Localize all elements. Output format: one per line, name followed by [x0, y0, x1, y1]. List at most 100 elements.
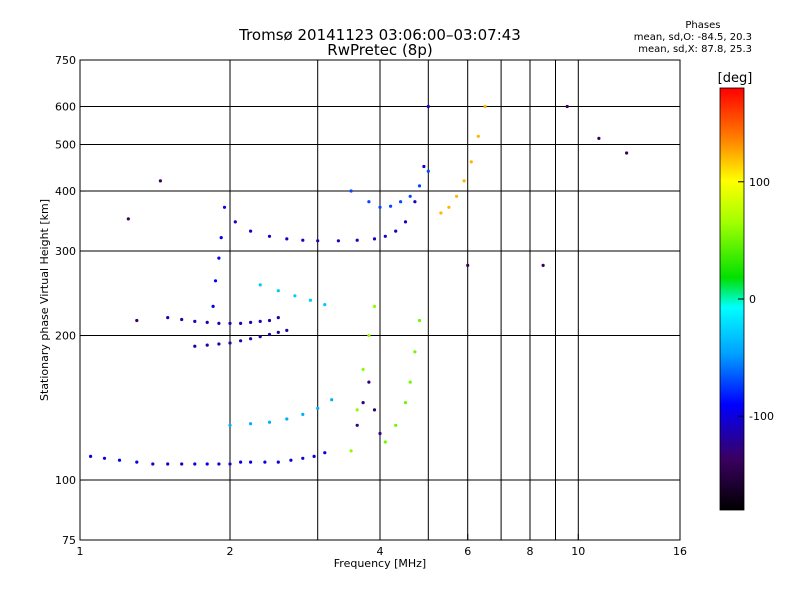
colorbar: [deg] 100 0 -100 — [718, 71, 774, 511]
y-axis-label: Stationary phase Virtual Height [km] — [38, 199, 51, 401]
data-point — [383, 234, 387, 238]
data-point — [249, 422, 253, 426]
data-point — [301, 456, 305, 460]
data-point — [135, 460, 139, 464]
data-point — [301, 238, 305, 242]
y-tick-label: 200 — [55, 330, 76, 343]
data-point — [213, 279, 218, 283]
data-point — [228, 341, 232, 345]
data-point — [249, 460, 253, 464]
data-point — [219, 236, 223, 240]
data-point — [205, 320, 209, 324]
data-point — [378, 205, 382, 209]
data-point — [408, 380, 412, 384]
x-axis-label: Frequency [MHz] — [334, 557, 426, 570]
data-point — [267, 318, 272, 323]
data-point — [239, 460, 243, 464]
data-point — [367, 380, 371, 384]
data-point — [249, 320, 253, 324]
chart-title-line2: RwPretec (8p) — [327, 41, 433, 59]
data-point — [217, 462, 221, 466]
phase-o-stats: mean, sd,O: -84.5, 20.3 — [633, 32, 752, 43]
data-point — [469, 160, 473, 164]
data-point — [89, 454, 93, 458]
data-point — [367, 333, 371, 338]
data-point — [228, 321, 232, 325]
data-point — [239, 339, 243, 343]
data-point — [349, 449, 353, 453]
data-point — [276, 460, 280, 464]
data-point — [276, 330, 280, 334]
data-point — [447, 205, 451, 209]
data-point — [205, 343, 209, 347]
data-point — [222, 205, 227, 209]
y-tick-label: 600 — [55, 101, 76, 114]
data-point — [193, 319, 197, 323]
data-point — [158, 179, 162, 183]
data-point — [541, 263, 545, 267]
colorbar-tick-label: -100 — [749, 410, 774, 423]
data-point — [267, 332, 272, 337]
chart-title-line1: Tromsø 20141123 03:06:00–03:07:43 — [239, 26, 521, 44]
y-tick-label: 300 — [55, 245, 76, 258]
data-point — [417, 318, 422, 323]
data-point — [249, 337, 253, 341]
data-point — [316, 406, 320, 410]
data-point — [455, 194, 459, 198]
y-tick-label: 750 — [55, 54, 76, 67]
data-point — [426, 169, 430, 173]
data-point — [378, 431, 382, 436]
data-point — [422, 164, 426, 169]
data-point — [355, 423, 359, 427]
data-point — [193, 462, 197, 466]
data-point — [408, 194, 412, 198]
data-point — [258, 319, 262, 323]
data-point — [166, 462, 170, 466]
data-point — [413, 200, 417, 204]
data-point — [151, 462, 155, 466]
data-point — [597, 136, 601, 140]
data-point — [135, 318, 139, 323]
data-point — [403, 220, 408, 224]
data-point — [126, 217, 130, 221]
x-tick-label: 2 — [227, 545, 234, 558]
data-point — [285, 328, 289, 332]
data-point — [372, 237, 377, 241]
x-tick-label: 8 — [527, 545, 534, 558]
data-point — [372, 304, 377, 308]
data-point — [263, 460, 267, 464]
data-point — [394, 229, 398, 233]
x-tick-label: 6 — [464, 545, 471, 558]
data-point — [239, 321, 243, 325]
data-point — [211, 304, 215, 308]
data-point — [417, 184, 422, 188]
phase-x-stats: mean, sd,X: 87.8, 25.3 — [638, 44, 752, 55]
data-point — [293, 294, 297, 298]
x-tick-label: 16 — [673, 545, 687, 558]
data-point — [625, 151, 629, 155]
x-tick-label: 4 — [377, 545, 384, 558]
data-point — [389, 204, 393, 208]
data-point — [565, 104, 569, 109]
colorbar-tick-label: 100 — [749, 176, 770, 189]
data-point — [102, 456, 107, 460]
data-point — [166, 316, 170, 320]
y-tick-label: 100 — [55, 474, 76, 487]
data-point — [462, 179, 466, 183]
data-point — [217, 321, 221, 325]
data-point — [399, 200, 403, 204]
x-tick-label: 1 — [77, 545, 84, 558]
data-point — [308, 298, 312, 302]
data-point — [267, 234, 272, 238]
data-point — [258, 283, 262, 287]
data-point — [413, 350, 417, 354]
y-tick-label: 500 — [55, 139, 76, 152]
data-point — [301, 412, 305, 416]
phase-heading: Phases — [685, 20, 721, 31]
data-point — [361, 367, 365, 371]
data-point — [355, 408, 359, 412]
data-point — [316, 239, 320, 243]
data-point — [249, 229, 253, 233]
data-point — [289, 458, 293, 462]
